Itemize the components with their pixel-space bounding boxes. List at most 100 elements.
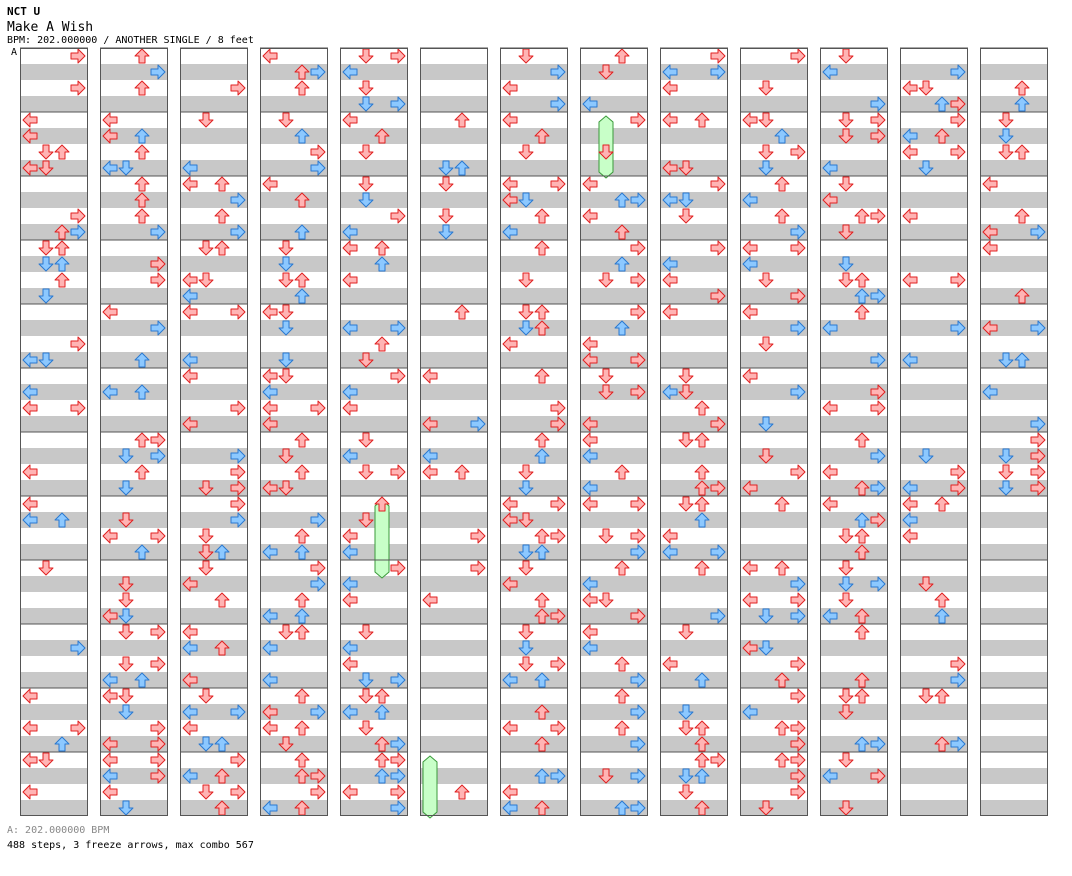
- stripe: [740, 96, 808, 112]
- down-arrow: [998, 128, 1014, 144]
- down-arrow: [118, 800, 134, 816]
- down-arrow: [198, 240, 214, 256]
- down-arrow: [278, 736, 294, 752]
- stripe: [180, 768, 248, 784]
- stripe: [420, 192, 488, 208]
- left-arrow: [582, 448, 598, 464]
- stripe: [260, 416, 328, 432]
- left-arrow: [342, 400, 358, 416]
- right-arrow: [630, 112, 646, 128]
- stripe: [340, 576, 408, 592]
- down-arrow: [198, 736, 214, 752]
- left-arrow: [502, 496, 518, 512]
- stripe: [260, 640, 328, 656]
- stripe: [20, 128, 88, 144]
- stripe: [740, 736, 808, 752]
- right-arrow: [790, 224, 806, 240]
- stripe: [820, 704, 888, 720]
- stripe: [180, 448, 248, 464]
- up-arrow: [614, 48, 630, 64]
- right-arrow: [790, 576, 806, 592]
- right-arrow: [950, 96, 966, 112]
- down-arrow: [918, 448, 934, 464]
- left-arrow: [182, 720, 198, 736]
- left-arrow: [422, 592, 438, 608]
- down-arrow: [518, 512, 534, 528]
- stripe: [420, 576, 488, 592]
- right-arrow: [150, 656, 166, 672]
- step-arrows: [22, 48, 1046, 816]
- up-arrow: [134, 80, 150, 96]
- left-arrow: [342, 240, 358, 256]
- step-stats: 488 steps, 3 freeze arrows, max combo 56…: [7, 840, 254, 851]
- stripe: [180, 608, 248, 624]
- right-arrow: [950, 144, 966, 160]
- stripe: [20, 480, 88, 496]
- down-arrow: [758, 640, 774, 656]
- stripe: [20, 704, 88, 720]
- left-arrow: [822, 160, 838, 176]
- stripe: [820, 352, 888, 368]
- stripe: [660, 64, 728, 80]
- down-arrow: [758, 272, 774, 288]
- stripe: [740, 288, 808, 304]
- right-arrow: [310, 144, 326, 160]
- stripe: [180, 64, 248, 80]
- right-arrow: [310, 160, 326, 176]
- down-arrow: [358, 512, 374, 528]
- left-arrow: [262, 384, 278, 400]
- stripe: [580, 704, 648, 720]
- stripe: [500, 480, 568, 496]
- up-arrow: [1014, 80, 1030, 96]
- down-arrow: [118, 576, 134, 592]
- left-arrow: [262, 400, 278, 416]
- stripe: [740, 320, 808, 336]
- stripe: [900, 96, 968, 112]
- left-arrow: [662, 256, 678, 272]
- stripe: [500, 384, 568, 400]
- right-arrow: [390, 752, 406, 768]
- stripe: [740, 672, 808, 688]
- stripe: [20, 672, 88, 688]
- right-arrow: [950, 656, 966, 672]
- right-arrow: [790, 288, 806, 304]
- stripe: [660, 416, 728, 432]
- left-arrow: [342, 224, 358, 240]
- down-arrow: [438, 208, 454, 224]
- up-arrow: [854, 288, 870, 304]
- up-arrow: [374, 768, 390, 784]
- down-arrow: [518, 480, 534, 496]
- right-arrow: [710, 176, 726, 192]
- left-arrow: [102, 784, 118, 800]
- right-arrow: [310, 768, 326, 784]
- stripe: [980, 672, 1048, 688]
- stripe: [980, 288, 1048, 304]
- stripe: [340, 128, 408, 144]
- down-arrow: [198, 112, 214, 128]
- stripe: [580, 480, 648, 496]
- down-arrow: [118, 160, 134, 176]
- right-arrow: [550, 608, 566, 624]
- stripe: [980, 256, 1048, 272]
- left-arrow: [582, 640, 598, 656]
- stripe: [100, 736, 168, 752]
- up-arrow: [534, 768, 550, 784]
- left-arrow: [342, 112, 358, 128]
- stripe: [820, 128, 888, 144]
- right-arrow: [790, 736, 806, 752]
- down-arrow: [758, 80, 774, 96]
- stripe: [580, 256, 648, 272]
- down-arrow: [358, 464, 374, 480]
- stripe: [180, 672, 248, 688]
- up-arrow: [214, 736, 230, 752]
- up-arrow: [694, 512, 710, 528]
- right-arrow: [790, 656, 806, 672]
- row-stripes: [20, 64, 1048, 816]
- right-arrow: [1030, 432, 1046, 448]
- left-arrow: [102, 688, 118, 704]
- stripe: [260, 128, 328, 144]
- left-arrow: [822, 464, 838, 480]
- stripe: [660, 192, 728, 208]
- stripe: [900, 352, 968, 368]
- stripe: [580, 288, 648, 304]
